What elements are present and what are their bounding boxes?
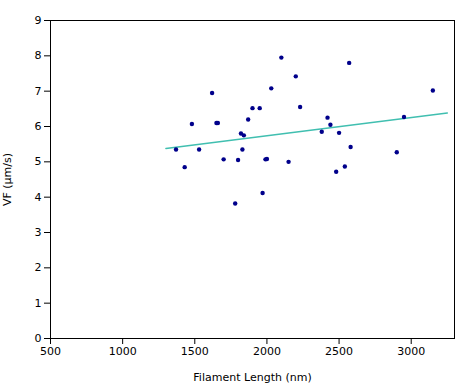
svg-text:5: 5 (35, 155, 42, 168)
svg-text:Filament Length (nm): Filament Length (nm) (193, 371, 311, 383)
svg-text:3000: 3000 (397, 345, 425, 358)
svg-text:2500: 2500 (325, 345, 353, 358)
svg-text:1500: 1500 (181, 345, 209, 358)
svg-text:4: 4 (35, 191, 42, 204)
svg-text:3: 3 (35, 226, 42, 239)
svg-text:2000: 2000 (253, 345, 281, 358)
svg-text:VF (μm/s): VF (μm/s) (1, 153, 14, 206)
svg-text:2: 2 (35, 261, 42, 274)
svg-text:7: 7 (35, 85, 42, 98)
svg-text:0: 0 (35, 332, 42, 345)
svg-text:1: 1 (35, 297, 42, 310)
svg-text:1000: 1000 (109, 345, 137, 358)
svg-text:9: 9 (35, 14, 42, 27)
svg-text:500: 500 (40, 345, 61, 358)
svg-text:6: 6 (35, 120, 42, 133)
svg-text:8: 8 (35, 49, 42, 62)
